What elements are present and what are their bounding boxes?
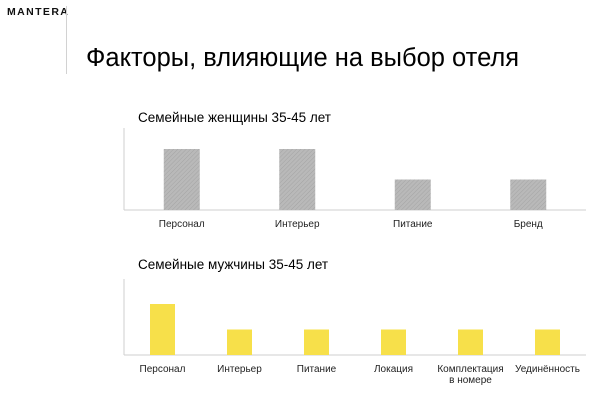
x-tick-label: Интерьер — [275, 219, 320, 230]
x-tick-label: Питание — [393, 219, 433, 230]
bar-4 — [510, 179, 547, 210]
bar-1 — [163, 149, 200, 210]
bar-3 — [304, 329, 329, 355]
bar-3 — [394, 179, 431, 210]
bar-4 — [381, 329, 406, 355]
chart-title-women: Семейные женщины 35-45 лет — [138, 110, 331, 125]
x-tick-label: Комплектация в номере — [437, 364, 503, 386]
x-tick-label: Персонал — [159, 219, 205, 230]
bar-2 — [279, 149, 316, 210]
header-divider — [66, 6, 67, 74]
x-tick-label: Персонал — [140, 364, 186, 375]
bar-2 — [227, 329, 252, 355]
bar-6 — [535, 329, 560, 355]
x-tick-label: Питание — [297, 364, 337, 375]
x-tick-label: Уединённость — [515, 364, 580, 375]
x-tick-label: Интерьер — [217, 364, 262, 375]
chart-title-men: Семейные мужчины 35-45 лет — [138, 257, 329, 272]
x-tick-label: Локация — [374, 364, 413, 375]
x-tick-label: Бренд — [514, 219, 543, 230]
page-title: Факторы, влияющие на выбор отеля — [86, 44, 520, 72]
brand-logo: MANTERA — [7, 6, 70, 18]
bar-1 — [150, 304, 175, 355]
bar-5 — [458, 329, 483, 355]
